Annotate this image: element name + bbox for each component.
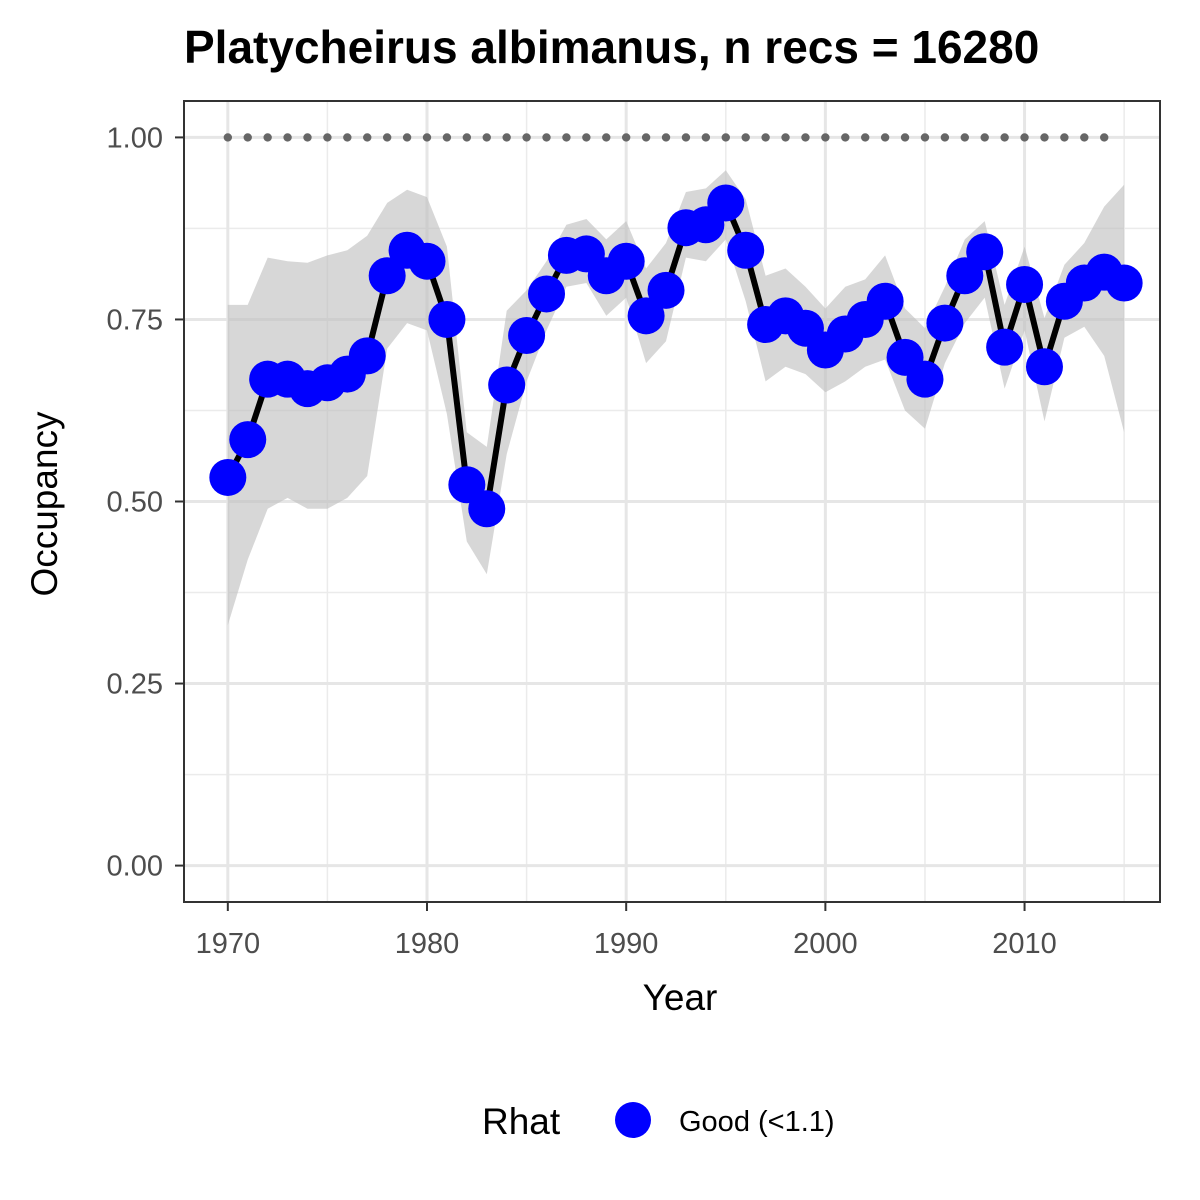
reference-dot <box>382 133 392 142</box>
chart-title: Platycheirus albimanus, n recs = 16280 <box>184 21 1039 73</box>
data-point <box>966 233 1004 271</box>
reference-dot <box>761 133 770 142</box>
reference-dot <box>900 133 910 142</box>
x-axis: 1970 1980 1990 2000 2010 <box>196 902 1057 960</box>
plot-panel <box>183 100 1161 903</box>
reference-dot <box>323 133 332 142</box>
data-point <box>229 421 267 459</box>
x-axis-title: Year <box>643 977 718 1018</box>
x-tick-label: 2010 <box>992 928 1057 960</box>
y-axis-title: Occupancy <box>24 411 65 597</box>
reference-line-dots <box>223 133 1109 142</box>
legend-title: Rhat <box>482 1101 561 1142</box>
data-point <box>209 458 247 496</box>
reference-dot <box>801 133 810 142</box>
legend-label-good: Good (<1.1) <box>679 1106 835 1138</box>
reference-dot <box>283 133 292 142</box>
reference-dot <box>861 133 870 142</box>
reference-dot <box>223 133 233 142</box>
reference-dot <box>701 133 711 142</box>
legend: Rhat Good (<1.1) <box>482 1101 835 1142</box>
reference-dot <box>582 133 591 142</box>
data-point <box>428 300 466 338</box>
data-point <box>1105 264 1143 302</box>
reference-dot <box>980 133 989 142</box>
x-tick-label: 1990 <box>594 928 659 960</box>
reference-dot <box>1100 133 1109 142</box>
data-point <box>727 231 765 269</box>
reference-dot <box>1060 133 1069 142</box>
data-point <box>866 282 904 320</box>
y-tick-label: 0.75 <box>107 304 163 336</box>
reference-dot <box>641 133 651 142</box>
data-point <box>986 328 1024 366</box>
x-tick-label: 1970 <box>196 928 261 960</box>
reference-dot <box>562 133 571 142</box>
reference-dot <box>602 133 611 142</box>
reference-dot <box>243 133 252 142</box>
reference-dot <box>681 133 691 142</box>
y-tick-label: 0.00 <box>107 851 163 883</box>
reference-dot <box>402 133 412 142</box>
legend-key-good <box>615 1102 651 1138</box>
reference-dot <box>1040 133 1049 142</box>
data-point <box>607 242 645 280</box>
x-tick-label: 2000 <box>793 928 858 960</box>
data-point <box>508 316 546 354</box>
reference-dot <box>821 133 830 142</box>
reference-dot <box>363 133 372 142</box>
data-point <box>528 275 566 313</box>
reference-dot <box>1020 133 1029 142</box>
reference-dot <box>442 133 452 142</box>
data-point <box>906 360 944 398</box>
data-point <box>1006 266 1044 304</box>
reference-dot <box>960 133 969 142</box>
reference-dot <box>1000 133 1009 142</box>
data-point <box>488 366 526 404</box>
data-point <box>348 337 386 375</box>
reference-dot <box>741 133 750 142</box>
reference-dot <box>303 133 312 142</box>
reference-dot <box>462 133 472 142</box>
reference-dot <box>343 133 352 142</box>
data-point <box>368 257 406 295</box>
reference-dot <box>502 133 511 142</box>
reference-dot <box>841 133 850 142</box>
reference-dot <box>781 133 790 142</box>
reference-dot <box>661 133 671 142</box>
y-tick-label: 1.00 <box>107 122 163 154</box>
reference-dot <box>542 133 551 142</box>
reference-dot <box>920 133 930 142</box>
reference-dot <box>422 133 432 142</box>
reference-dot <box>721 133 730 142</box>
reference-dot <box>522 133 531 142</box>
data-point <box>468 490 506 528</box>
reference-dot <box>482 133 491 142</box>
y-axis: 0.00 0.25 0.50 0.75 1.00 <box>107 122 184 883</box>
reference-dot <box>621 133 631 142</box>
reference-dot <box>263 133 272 142</box>
data-point <box>926 304 964 342</box>
data-point <box>627 297 665 335</box>
x-tick-label: 1980 <box>395 928 460 960</box>
data-point <box>408 242 446 280</box>
reference-dot <box>940 133 950 142</box>
occupancy-points <box>209 184 1143 528</box>
data-point <box>707 184 745 222</box>
reference-dot <box>880 133 890 142</box>
y-tick-label: 0.25 <box>107 669 163 701</box>
reference-dot <box>1080 133 1089 142</box>
data-point <box>1025 348 1063 386</box>
y-tick-label: 0.50 <box>107 487 163 519</box>
data-point <box>647 271 685 309</box>
